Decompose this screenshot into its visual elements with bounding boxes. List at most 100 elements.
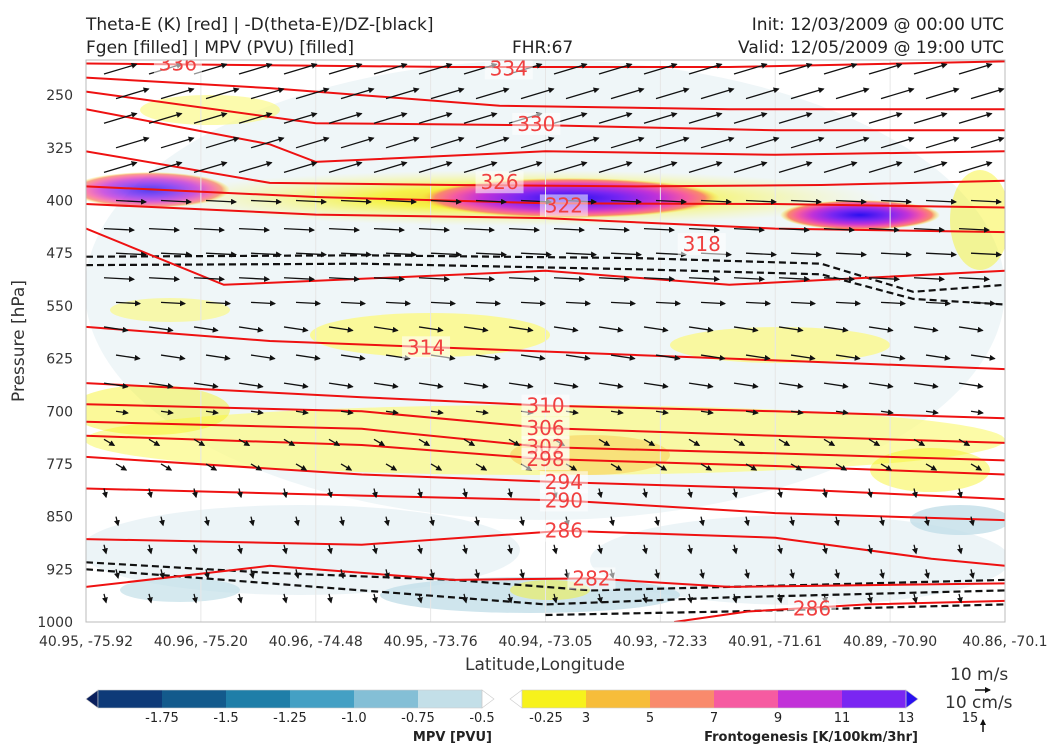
wind-vector [553, 276, 585, 283]
wind-vector [880, 136, 915, 149]
wind-vector [868, 226, 900, 233]
wind-vector [340, 198, 372, 205]
dthetae-dz-contour [86, 262, 1005, 306]
fgen-colorbar-segment [778, 690, 843, 708]
wind-vector [508, 326, 534, 333]
dthetae-dz-contour [86, 254, 1005, 293]
wind-vector [778, 62, 813, 75]
fgen-colorbar-segment [714, 690, 779, 708]
wind-vector [957, 488, 963, 499]
wind-vector [430, 87, 465, 100]
contour-label: 326 [480, 170, 518, 194]
wind-vector [553, 226, 585, 233]
filled-region [950, 170, 1005, 270]
wind-vector [328, 326, 354, 333]
wind-vector [688, 276, 720, 283]
wind-vector [598, 276, 630, 283]
wind-vector [776, 593, 783, 604]
wind-vector [103, 326, 129, 333]
wind-vector [655, 136, 690, 149]
wind-vector [913, 161, 948, 174]
wind-vector [429, 516, 435, 527]
contour-label-bg [539, 194, 588, 217]
wind-vector [958, 326, 984, 333]
wind-vector [418, 276, 450, 283]
wind-vector [101, 593, 108, 604]
wind-vector [655, 409, 669, 416]
contour-label-bg [521, 448, 570, 471]
theta-e-contour [86, 227, 1005, 286]
wind-vector [148, 112, 183, 124]
wind-vector [340, 354, 366, 361]
wind-vector [520, 300, 546, 307]
wind-vector [250, 87, 285, 100]
wind-vector [553, 382, 579, 389]
filled-region [110, 298, 230, 322]
wind-legend: 10 m/s 10 cm/s [945, 665, 1013, 732]
filled-region [910, 505, 1005, 535]
wind-vector [687, 544, 693, 555]
wind-vector [553, 326, 579, 333]
wind-vector [913, 226, 945, 233]
fgen-colorbar-tick-label: 11 [834, 711, 851, 726]
wind-vector [868, 276, 900, 283]
wind-vector [733, 226, 765, 233]
contour-label: 318 [683, 232, 721, 256]
wind-vector [250, 300, 276, 307]
wind-vector [790, 136, 825, 149]
x-tick-label: 40.96, -75.20 [154, 634, 248, 650]
theta-e-contour [86, 529, 1005, 567]
wind-vector [789, 516, 795, 527]
wind-vector [790, 354, 816, 361]
wind-vector [565, 251, 597, 258]
wind-vector [328, 112, 363, 124]
wind-vector [958, 62, 993, 75]
wind-vector [879, 516, 885, 527]
filled-region [86, 505, 520, 595]
wind-vector [295, 354, 321, 361]
wind-vector [778, 276, 810, 283]
wind-vector [610, 300, 636, 307]
wind-vector [283, 226, 315, 233]
wind-vector [385, 251, 417, 258]
wind-vector [778, 161, 813, 174]
mpv-colorbar-segment [290, 690, 355, 708]
wind-vector [745, 463, 758, 471]
wind-vector [507, 544, 513, 555]
wind-vector [148, 226, 180, 233]
wind-vector [700, 409, 714, 416]
wind-vector [160, 198, 192, 205]
wind-vector [418, 62, 453, 75]
wind-vector [835, 136, 870, 149]
wind-vector [371, 593, 378, 604]
wind-vector [687, 488, 693, 499]
wind-vector [733, 438, 746, 447]
wind-vector [191, 593, 198, 604]
theta-e-contour [86, 150, 1005, 188]
wind-vector [417, 488, 423, 499]
contour-label-bg [539, 489, 588, 512]
wind-vector [475, 463, 488, 471]
mpv-colorbar-tick-label: -0.25 [529, 711, 563, 726]
wind-vector [835, 251, 867, 258]
wind-vector [295, 409, 309, 416]
wind-vector [160, 136, 195, 149]
wind-vector [328, 161, 363, 174]
wind-vector [733, 161, 768, 174]
wind-vector [328, 382, 354, 389]
wind-vector [193, 226, 225, 233]
wind-vector [835, 300, 861, 307]
wind-vector [373, 382, 399, 389]
wind-vector [969, 516, 975, 527]
wind-vector [643, 226, 675, 233]
y-tick-label: 400 [46, 194, 73, 210]
wind-vector [384, 516, 390, 527]
wind-vector [250, 198, 282, 205]
wind-vector [519, 569, 525, 579]
wind-vector [834, 569, 840, 579]
wind-vector [610, 198, 642, 205]
wind-vector [373, 438, 386, 447]
wind-vector [282, 544, 288, 555]
wind-vector [867, 544, 873, 555]
wind-vector [340, 409, 354, 416]
